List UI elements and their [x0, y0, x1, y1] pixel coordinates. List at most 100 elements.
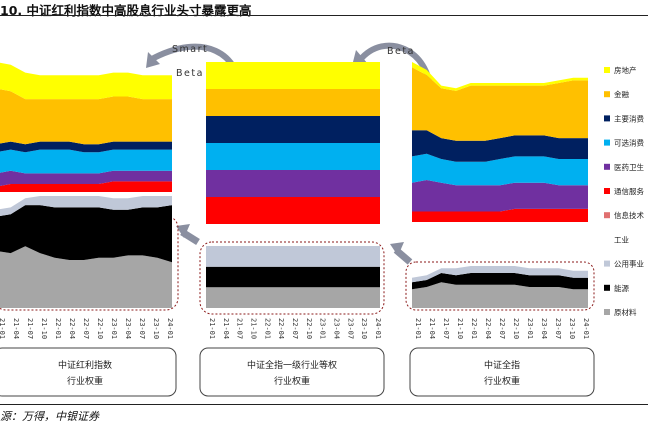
x-tick-1-3: 21-10 — [250, 318, 258, 339]
x-tick-2-3: 21-10 — [456, 318, 464, 339]
legend-swatch-4 — [604, 163, 610, 170]
x-tick-0-11: 23-10 — [152, 318, 160, 339]
x-tick-0-1: 21-04 — [12, 318, 20, 339]
frame-mid — [199, 241, 385, 315]
legend-label-1: 金融 — [614, 89, 629, 99]
legend-swatch-6 — [604, 212, 610, 219]
area-1-原材料 — [206, 287, 380, 308]
legend-label-6: 信息技术 — [614, 210, 644, 220]
x-tick-0-8: 23-01 — [110, 318, 118, 339]
x-tick-0-6: 22-07 — [82, 318, 90, 339]
legend-swatch-9 — [604, 284, 610, 291]
x-tick-2-2: 21-07 — [442, 318, 450, 339]
x-tick-2-7: 22-10 — [512, 318, 520, 339]
area-2-医药卫生 — [412, 180, 588, 212]
legend-label-8: 公用事业 — [614, 259, 644, 269]
caption-left-line1: 中证红利指数 — [58, 359, 112, 371]
area-2-房地产 — [412, 62, 588, 91]
ticks-layer: 21-01 21-04 21-07 21-10 22-01 22-04 22-07 22-10… — [0, 318, 590, 339]
area-1-房地产 — [206, 62, 380, 89]
x-tick-1-1: 21-04 — [222, 318, 230, 339]
area-2-可选消费 — [412, 153, 588, 186]
down-arrow-left-head — [176, 224, 190, 238]
legend-label-3: 可选消费 — [614, 138, 644, 148]
caption-right-line2: 行业权重 — [484, 375, 520, 387]
beta-left-label: Beta — [176, 68, 204, 79]
area-2-金融 — [412, 67, 588, 141]
x-tick-2-12: 24-01 — [582, 318, 590, 339]
legend-swatch-2 — [604, 115, 610, 122]
x-tick-0-4: 22-01 — [54, 318, 62, 339]
x-tick-0-2: 21-07 — [26, 318, 34, 339]
source-note: 源：万得，中银证券 — [0, 410, 99, 423]
legend-label-4: 医药卫生 — [614, 162, 644, 172]
area-0-通信服务 — [0, 181, 172, 192]
area-1-医药卫生 — [206, 170, 380, 197]
legend-label-7: 工业 — [614, 234, 629, 244]
area-0-医药卫生 — [0, 170, 172, 186]
caption-right-line1: 中证全指 — [484, 359, 520, 371]
legend-swatch-7 — [604, 236, 610, 243]
caption-box-mid — [199, 347, 385, 397]
caption-left-line2: 行业权重 — [67, 375, 103, 387]
area-1-金融 — [206, 89, 380, 116]
area-1-能源 — [206, 266, 380, 288]
x-tick-2-10: 23-07 — [554, 318, 562, 339]
x-tick-2-0: 21-01 — [414, 318, 422, 339]
x-tick-0-0: 21-01 — [0, 318, 6, 339]
x-tick-2-11: 23-10 — [568, 318, 576, 339]
legend-label-9: 能源 — [614, 283, 629, 293]
x-tick-1-5: 22-04 — [277, 318, 285, 339]
area-2-公用事业 — [412, 266, 588, 283]
area-0-能源 — [0, 205, 172, 263]
area-2-能源 — [412, 273, 588, 290]
area-1-通信服务 — [206, 197, 380, 224]
area-1-公用事业 — [206, 246, 380, 267]
area-0-金融 — [0, 89, 172, 145]
x-tick-2-4: 22-01 — [470, 318, 478, 339]
x-tick-1-4: 22-01 — [263, 318, 271, 339]
legend-swatch-5 — [604, 188, 610, 194]
x-tick-0-5: 22-04 — [68, 318, 76, 339]
area-0-房地产 — [0, 62, 172, 100]
x-tick-1-6: 22-07 — [291, 318, 299, 339]
smart-label: Smart — [172, 44, 208, 55]
down-arrow-right-head — [390, 242, 404, 256]
area-1-主要消费 — [206, 116, 380, 143]
x-tick-0-10: 23-07 — [138, 318, 146, 339]
legend-swatch-0 — [604, 67, 610, 73]
source-rule — [0, 404, 648, 405]
x-tick-1-0: 21-01 — [208, 318, 216, 339]
x-tick-1-2: 21-07 — [236, 318, 244, 339]
x-tick-0-9: 23-04 — [124, 318, 132, 339]
smart-arrowhead — [146, 52, 160, 68]
title-rule — [0, 15, 648, 16]
legend-label-0: 房地产 — [614, 65, 637, 75]
x-tick-1-9: 23-04 — [333, 318, 341, 339]
x-tick-2-6: 22-07 — [498, 318, 506, 339]
charts-layer — [0, 62, 588, 308]
area-0-可选消费 — [0, 149, 172, 174]
x-tick-0-3: 21-10 — [40, 318, 48, 339]
x-tick-0-7: 22-10 — [96, 318, 104, 339]
caption-box-right — [409, 347, 595, 397]
area-2-通信服务 — [412, 208, 588, 222]
area-2-主要消费 — [412, 130, 588, 162]
x-tick-1-10: 23-07 — [346, 318, 354, 339]
x-tick-2-5: 22-04 — [484, 318, 492, 339]
legend-swatch-1 — [604, 91, 610, 98]
beta-right-label: Beta — [387, 46, 415, 57]
area-0-原材料 — [0, 246, 172, 308]
x-tick-1-7: 22-10 — [305, 318, 313, 339]
x-tick-0-12: 24-01 — [166, 318, 174, 339]
x-tick-1-8: 23-01 — [319, 318, 327, 339]
legend-label-2: 主要消费 — [614, 113, 644, 123]
legend-swatch-8 — [604, 260, 610, 267]
x-tick-2-8: 23-01 — [526, 318, 534, 339]
legend-swatch-10 — [604, 309, 610, 315]
legend-label-5: 通信服务 — [614, 186, 644, 196]
x-tick-1-11: 23-10 — [360, 318, 368, 339]
area-2-原材料 — [412, 282, 588, 308]
